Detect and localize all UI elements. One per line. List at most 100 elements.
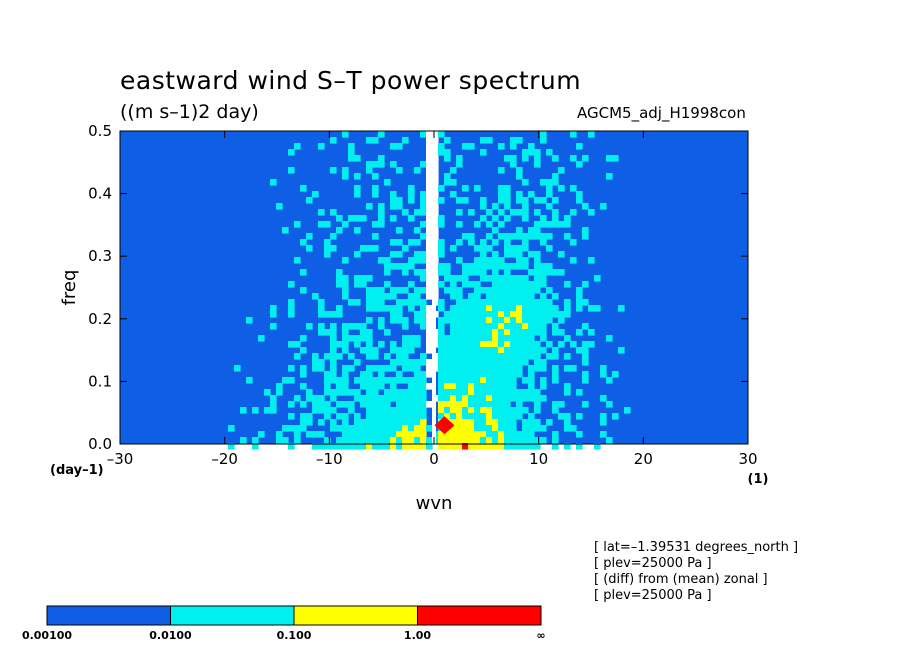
heatmap-cell xyxy=(300,287,307,294)
heatmap-cell xyxy=(396,251,403,258)
heatmap-cell xyxy=(408,383,415,390)
heatmap-cell xyxy=(462,341,469,348)
heatmap-cell xyxy=(360,383,367,390)
heatmap-cell xyxy=(444,269,451,276)
heatmap-cell xyxy=(414,335,421,342)
heatmap-cell xyxy=(486,317,493,324)
heatmap-cell xyxy=(342,281,349,288)
heatmap-cell xyxy=(582,347,589,354)
heatmap-cell xyxy=(528,299,535,306)
heatmap-cell xyxy=(420,353,427,360)
colorbar-label: 0.00100 xyxy=(22,629,72,642)
heatmap-cell xyxy=(402,401,409,408)
heatmap-cell xyxy=(342,377,349,384)
heatmap-cell xyxy=(498,371,505,378)
heatmap-cell xyxy=(354,335,361,342)
heatmap-cell xyxy=(504,329,511,336)
heatmap-cell xyxy=(510,383,517,390)
heatmap-cell xyxy=(336,227,343,234)
heatmap-cell xyxy=(492,389,499,396)
heatmap-cell xyxy=(516,305,523,312)
heatmap-cell xyxy=(492,371,499,378)
heatmap-cell xyxy=(582,155,589,162)
heatmap-cell xyxy=(396,239,403,246)
heatmap-cell xyxy=(438,365,445,372)
heatmap-cell xyxy=(378,203,385,210)
heatmap-cell xyxy=(366,413,373,420)
heatmap-cell xyxy=(504,383,511,390)
heatmap-cell xyxy=(492,335,499,342)
heatmap-cell xyxy=(366,401,373,408)
heatmap-cell xyxy=(510,293,517,300)
heatmap-cell xyxy=(558,269,565,276)
heatmap-cell xyxy=(456,209,463,216)
heatmap-cell xyxy=(438,185,445,192)
heatmap-cell xyxy=(300,383,307,390)
heatmap-cell xyxy=(522,287,529,294)
heatmap-cell xyxy=(552,293,559,300)
heatmap-cell xyxy=(420,359,427,366)
heatmap-cell xyxy=(528,413,535,420)
heatmap-cell xyxy=(576,143,583,150)
heatmap-cell xyxy=(486,221,493,228)
x-tick-label: 0 xyxy=(429,450,439,468)
heatmap-cell xyxy=(282,227,289,234)
heatmap-cell xyxy=(372,383,379,390)
heatmap-cell xyxy=(492,419,499,426)
heatmap-cell xyxy=(426,173,433,180)
heatmap-cell xyxy=(498,299,505,306)
heatmap-cell xyxy=(462,365,469,372)
heatmap-cell xyxy=(540,311,547,318)
heatmap-cell xyxy=(234,365,241,372)
heatmap-cell xyxy=(474,365,481,372)
heatmap-cell xyxy=(372,245,379,252)
heatmap-cell xyxy=(486,311,493,318)
heatmap-cell xyxy=(582,371,589,378)
heatmap-cell xyxy=(438,359,445,366)
heatmap-cell xyxy=(438,299,445,306)
colorbar-label: ∞ xyxy=(536,629,545,642)
heatmap-cell xyxy=(456,287,463,294)
heatmap-cell xyxy=(366,377,373,384)
heatmap-cell xyxy=(324,401,331,408)
heatmap-cell xyxy=(492,275,499,282)
heatmap-cell xyxy=(396,167,403,174)
heatmap-cell xyxy=(564,389,571,396)
heatmap-cell xyxy=(498,413,505,420)
heatmap-cell xyxy=(492,341,499,348)
heatmap-cell xyxy=(528,281,535,288)
heatmap-cell xyxy=(486,341,493,348)
heatmap-cell xyxy=(462,413,469,420)
heatmap-cell xyxy=(252,443,259,450)
heatmap-cell xyxy=(450,365,457,372)
heatmap-cell xyxy=(366,299,373,306)
heatmap-cell xyxy=(522,239,529,246)
heatmap-cell xyxy=(498,353,505,360)
heatmap-cell xyxy=(426,227,433,234)
heatmap-cell xyxy=(300,347,307,354)
heatmap-cell xyxy=(408,365,415,372)
heatmap-cell xyxy=(420,317,427,324)
heatmap-cell xyxy=(276,437,283,444)
heatmap-cell xyxy=(492,317,499,324)
heatmap-cell xyxy=(498,383,505,390)
heatmap-cell xyxy=(360,377,367,384)
heatmap-cell xyxy=(330,137,337,144)
heatmap-cell xyxy=(468,413,475,420)
heatmap-cell xyxy=(552,323,559,330)
heatmap-cell xyxy=(528,293,535,300)
heatmap-cell xyxy=(360,347,367,354)
heatmap-cell xyxy=(522,389,529,396)
heatmap-cell xyxy=(396,347,403,354)
heatmap-cell xyxy=(444,443,451,450)
heatmap-cell xyxy=(276,431,283,438)
heatmap-cell xyxy=(384,437,391,444)
heatmap-cell xyxy=(288,377,295,384)
heatmap-cell xyxy=(324,383,331,390)
heatmap-cell xyxy=(552,305,559,312)
heatmap-cell xyxy=(378,377,385,384)
heatmap-cell xyxy=(504,191,511,198)
heatmap-cell xyxy=(348,215,355,222)
heatmap-cell xyxy=(462,401,469,408)
heatmap-cell xyxy=(486,377,493,384)
